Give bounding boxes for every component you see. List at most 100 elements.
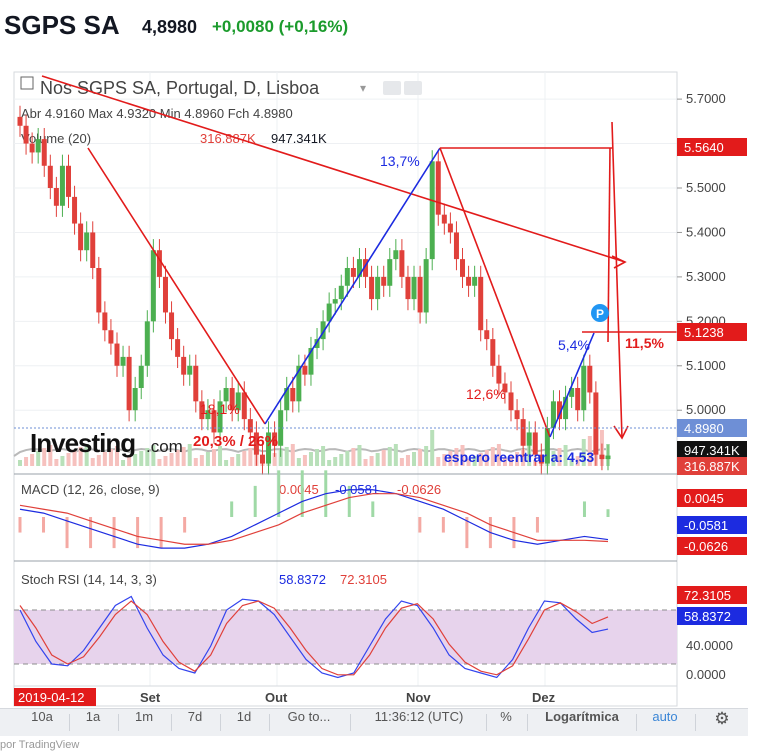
bottom-toolbar: 10a 1a 1m 7d 1d Go to... 11:36:12 (UTC) … [0, 708, 748, 736]
candle-body [417, 276, 423, 313]
price-tag-volume-ma-bg [677, 457, 747, 475]
time-axis[interactable]: 2019-04-12 Set Out Nov Dez [14, 688, 556, 706]
trend-line [41, 75, 626, 263]
candle-body [150, 250, 156, 322]
range-1d-button[interactable]: 1d [236, 709, 252, 724]
candle-body [326, 303, 332, 322]
drawings: P 13,7% 18,1% 20,3% / 26% 12,6% 5,4% 11,5% espe… [41, 75, 677, 465]
ticker-symbol: SGPS SA [4, 10, 120, 40]
stoch-rsi-pane: 40.0000 0.0000 72.3105 58.8372 [14, 586, 747, 682]
volume-bar [351, 448, 356, 466]
candle-body [53, 188, 59, 206]
volume-bar [290, 444, 295, 466]
candle-body [605, 455, 611, 460]
chart-canvas[interactable]: Nos SGPS SA, Portugal, D, Lisboa ▾ Abr 4… [0, 0, 765, 708]
volume-bar [484, 450, 489, 466]
candle-body [41, 139, 47, 166]
candle-body [120, 356, 126, 366]
time-tick-label: Dez [532, 690, 556, 705]
volume-bar [133, 454, 138, 466]
volume-bar [333, 457, 338, 466]
annotation: 18,1% [200, 401, 240, 417]
macd-label: MACD (12, 26, close, 9) [21, 482, 160, 497]
range-1m-button[interactable]: 1m [134, 709, 154, 724]
volume-bar [181, 447, 186, 466]
footer-credit: por TradingView [0, 739, 80, 751]
volume-bar [381, 450, 386, 466]
candle-body [235, 392, 241, 411]
volume-bar [30, 454, 35, 466]
candle-body [460, 259, 466, 277]
price-tag-high: 5.5640 [684, 140, 724, 155]
auto-scale-toggle[interactable]: auto [652, 709, 678, 724]
range-7d-button[interactable]: 7d [187, 709, 203, 724]
candle-body [569, 388, 575, 397]
volume-bar [236, 454, 241, 466]
range-1y-button[interactable]: 1a [85, 709, 101, 724]
candles [17, 105, 611, 475]
volume-bar [187, 444, 192, 466]
collapse-icon[interactable] [20, 76, 34, 90]
chevron-down-icon[interactable]: ▾ [360, 81, 366, 95]
candle-body [272, 432, 278, 446]
volume-bar [430, 430, 435, 466]
volume-bar [375, 453, 380, 466]
annotation: 13,7% [380, 153, 420, 169]
go-to-button[interactable]: Go to... [287, 709, 331, 724]
trend-line [549, 332, 595, 438]
log-scale-toggle[interactable]: Logarítmica [545, 709, 619, 724]
candle-body [175, 339, 181, 357]
volume-ma-line [13, 447, 609, 457]
candle-body [344, 268, 350, 286]
price-tag-volume-bg [677, 441, 747, 459]
candle-body [399, 250, 405, 277]
chart-title: Nos SGPS SA, Portugal, D, Lisboa [40, 78, 320, 98]
range-10y-button[interactable]: 10a [31, 709, 53, 724]
candle-body [266, 432, 272, 464]
settings-gear-icon[interactable]: ⚙ [714, 709, 730, 728]
percent-toggle[interactable]: % [500, 709, 512, 724]
volume-bar [224, 460, 229, 466]
candle-body [35, 139, 41, 153]
candle-body [593, 392, 599, 455]
macd-signal-line [19, 493, 609, 545]
candle-body [156, 250, 162, 277]
volume-bar [284, 447, 289, 466]
candle-body [423, 259, 429, 313]
price-tag-mid-bg [677, 323, 747, 341]
price-scale[interactable]: 5.00005.10005.20005.30005.40005.50005.60… [14, 72, 747, 686]
candle-body [393, 250, 399, 260]
candle-body [466, 276, 472, 286]
candle-body [241, 392, 247, 420]
volume-bar [405, 455, 410, 466]
candle-body [181, 356, 187, 375]
candle-body [308, 348, 314, 375]
volume-bar [205, 452, 210, 466]
volume-bar [108, 449, 113, 466]
candle-body [581, 365, 587, 411]
eye-icon[interactable] [383, 81, 401, 95]
volume-bar [199, 455, 204, 466]
volume-bar [193, 458, 198, 466]
volume-bar [84, 444, 89, 466]
trend-line [611, 121, 623, 439]
volume-bar [454, 448, 459, 466]
time-tick-label: Set [140, 690, 161, 705]
price-tag-volume: 947.341K [684, 443, 740, 458]
pin-marker-label: P [596, 307, 604, 321]
macd-tag-bg [677, 537, 747, 555]
candle-body [114, 343, 120, 366]
arrowhead [611, 255, 627, 269]
candle-body [144, 321, 150, 366]
annotation: 5,4% [558, 337, 590, 353]
candle-body [247, 419, 253, 433]
investing-logo: Investing .com [30, 428, 183, 458]
price-tick-label: 5.4000 [686, 224, 726, 239]
macd-tag: -0.0626 [684, 539, 728, 554]
gear-icon[interactable] [404, 81, 422, 95]
volume-bar [496, 444, 501, 466]
candle-body [253, 432, 259, 455]
candle-body [478, 276, 484, 331]
volume-bar [363, 459, 368, 466]
candle-body [356, 259, 362, 277]
